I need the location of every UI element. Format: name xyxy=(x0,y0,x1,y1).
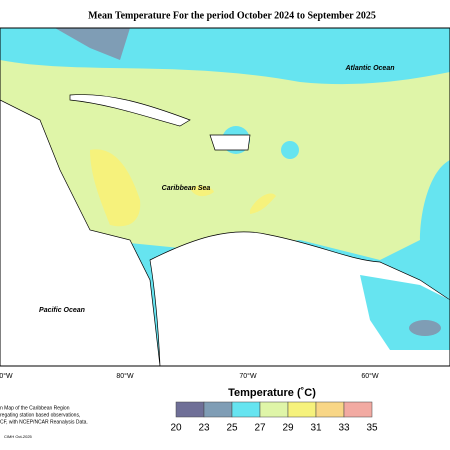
map-frame xyxy=(0,27,450,367)
note: CF, with NCEP/NCAR Reanalysis Data. xyxy=(0,419,88,425)
cool-zone xyxy=(55,28,130,60)
legend-tick-label: 35 xyxy=(366,423,378,434)
warm-zone xyxy=(250,193,276,214)
legend-swatch xyxy=(203,401,233,418)
legend-tick-label: 23 xyxy=(198,423,210,434)
longitude-label: 0°W xyxy=(0,372,13,380)
legend-tick-label: 25 xyxy=(226,423,238,434)
legend-tick-label: 20 xyxy=(170,423,182,434)
legend-swatch xyxy=(175,401,205,418)
legend-swatch xyxy=(259,401,289,418)
legend: 20 23 25 27 29 31 33 35 xyxy=(170,401,378,434)
map-area: Atlantic Ocean Caribbean Sea Pacific Oce… xyxy=(0,27,450,367)
legend-tick-label: 27 xyxy=(254,423,266,434)
ocean-label: Atlantic Ocean xyxy=(344,65,394,72)
warm-zone xyxy=(90,149,141,227)
ocean-label: Pacific Ocean xyxy=(39,307,85,314)
legend-swatch xyxy=(315,401,345,418)
legend-title: Temperature (˚C) xyxy=(228,387,316,399)
warm-zone xyxy=(190,185,214,197)
cool-zone xyxy=(281,141,299,159)
cuba xyxy=(69,94,191,127)
longitude-label: 60°W xyxy=(361,372,379,380)
legend-tick-label: 31 xyxy=(310,423,322,434)
hispaniola xyxy=(209,134,251,151)
sea-label: Caribbean Sea xyxy=(162,185,211,192)
longitude-label: 70°W xyxy=(239,372,257,380)
legend-swatch xyxy=(343,401,373,418)
south-america xyxy=(149,231,450,367)
map-title: Mean Temperature For the period October … xyxy=(88,10,376,21)
note: CIMH Oct-2025 xyxy=(4,434,33,439)
legend-swatch xyxy=(231,401,261,418)
pacific xyxy=(0,245,150,366)
legend-tick-label: 33 xyxy=(338,423,350,434)
legend-tick-label: 29 xyxy=(282,423,294,434)
legend-swatch xyxy=(287,401,317,418)
longitude-label: 80°W xyxy=(116,372,134,380)
note: n Map of the Caribbean Region xyxy=(0,405,70,411)
note: regating station based observations, xyxy=(0,412,80,418)
cool-zone xyxy=(409,320,441,336)
